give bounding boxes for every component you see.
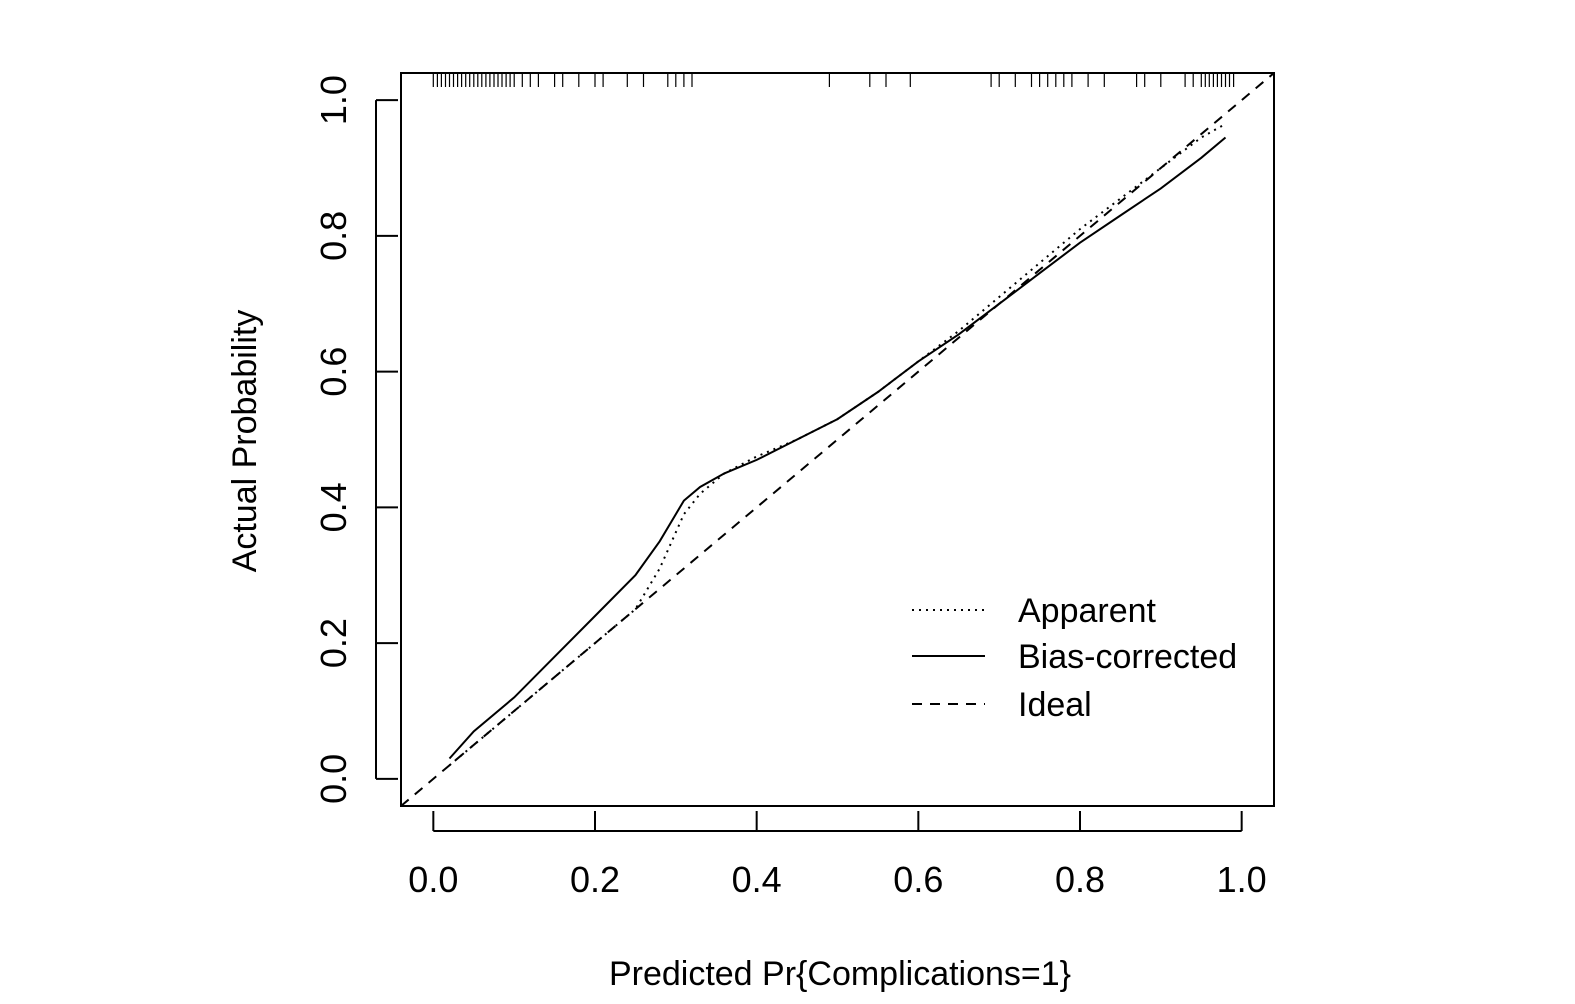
y-axis-title: Actual Probability — [226, 310, 264, 573]
x-axis-title: Predicted Pr{Complications=1} — [609, 955, 1071, 993]
series-layer — [400, 72, 1275, 807]
legend-label-bias-corrected: Bias-corrected — [1018, 638, 1237, 676]
x-tick-label: 0.6 — [893, 859, 943, 900]
rug-layer — [432, 73, 1235, 87]
legend-label-ideal: Ideal — [1018, 686, 1092, 724]
legend: Apparent Bias-corrected Ideal — [912, 592, 1237, 724]
legend-label-apparent: Apparent — [1018, 592, 1157, 630]
y-tick-label: 0.0 — [313, 754, 354, 804]
x-tick-label: 0.4 — [732, 859, 782, 900]
y-axis: 0.0 0.2 0.4 0.6 0.8 1.0 — [313, 75, 398, 804]
series-line-bias-corrected — [448, 136, 1227, 760]
y-tick-label: 0.6 — [313, 347, 354, 397]
y-tick-label: 0.4 — [313, 482, 354, 532]
x-axis: 0.0 0.2 0.4 0.6 0.8 1.0 — [408, 811, 1267, 900]
y-tick-label: 1.0 — [313, 75, 354, 125]
series-line-ideal — [400, 72, 1275, 807]
x-tick-label: 1.0 — [1217, 859, 1267, 900]
x-tick-label: 0.0 — [408, 859, 458, 900]
y-tick-label: 0.8 — [313, 211, 354, 261]
y-tick-label: 0.2 — [313, 618, 354, 668]
plot-frame — [400, 72, 1275, 807]
x-tick-label: 0.2 — [570, 859, 620, 900]
x-tick-label: 0.8 — [1055, 859, 1105, 900]
